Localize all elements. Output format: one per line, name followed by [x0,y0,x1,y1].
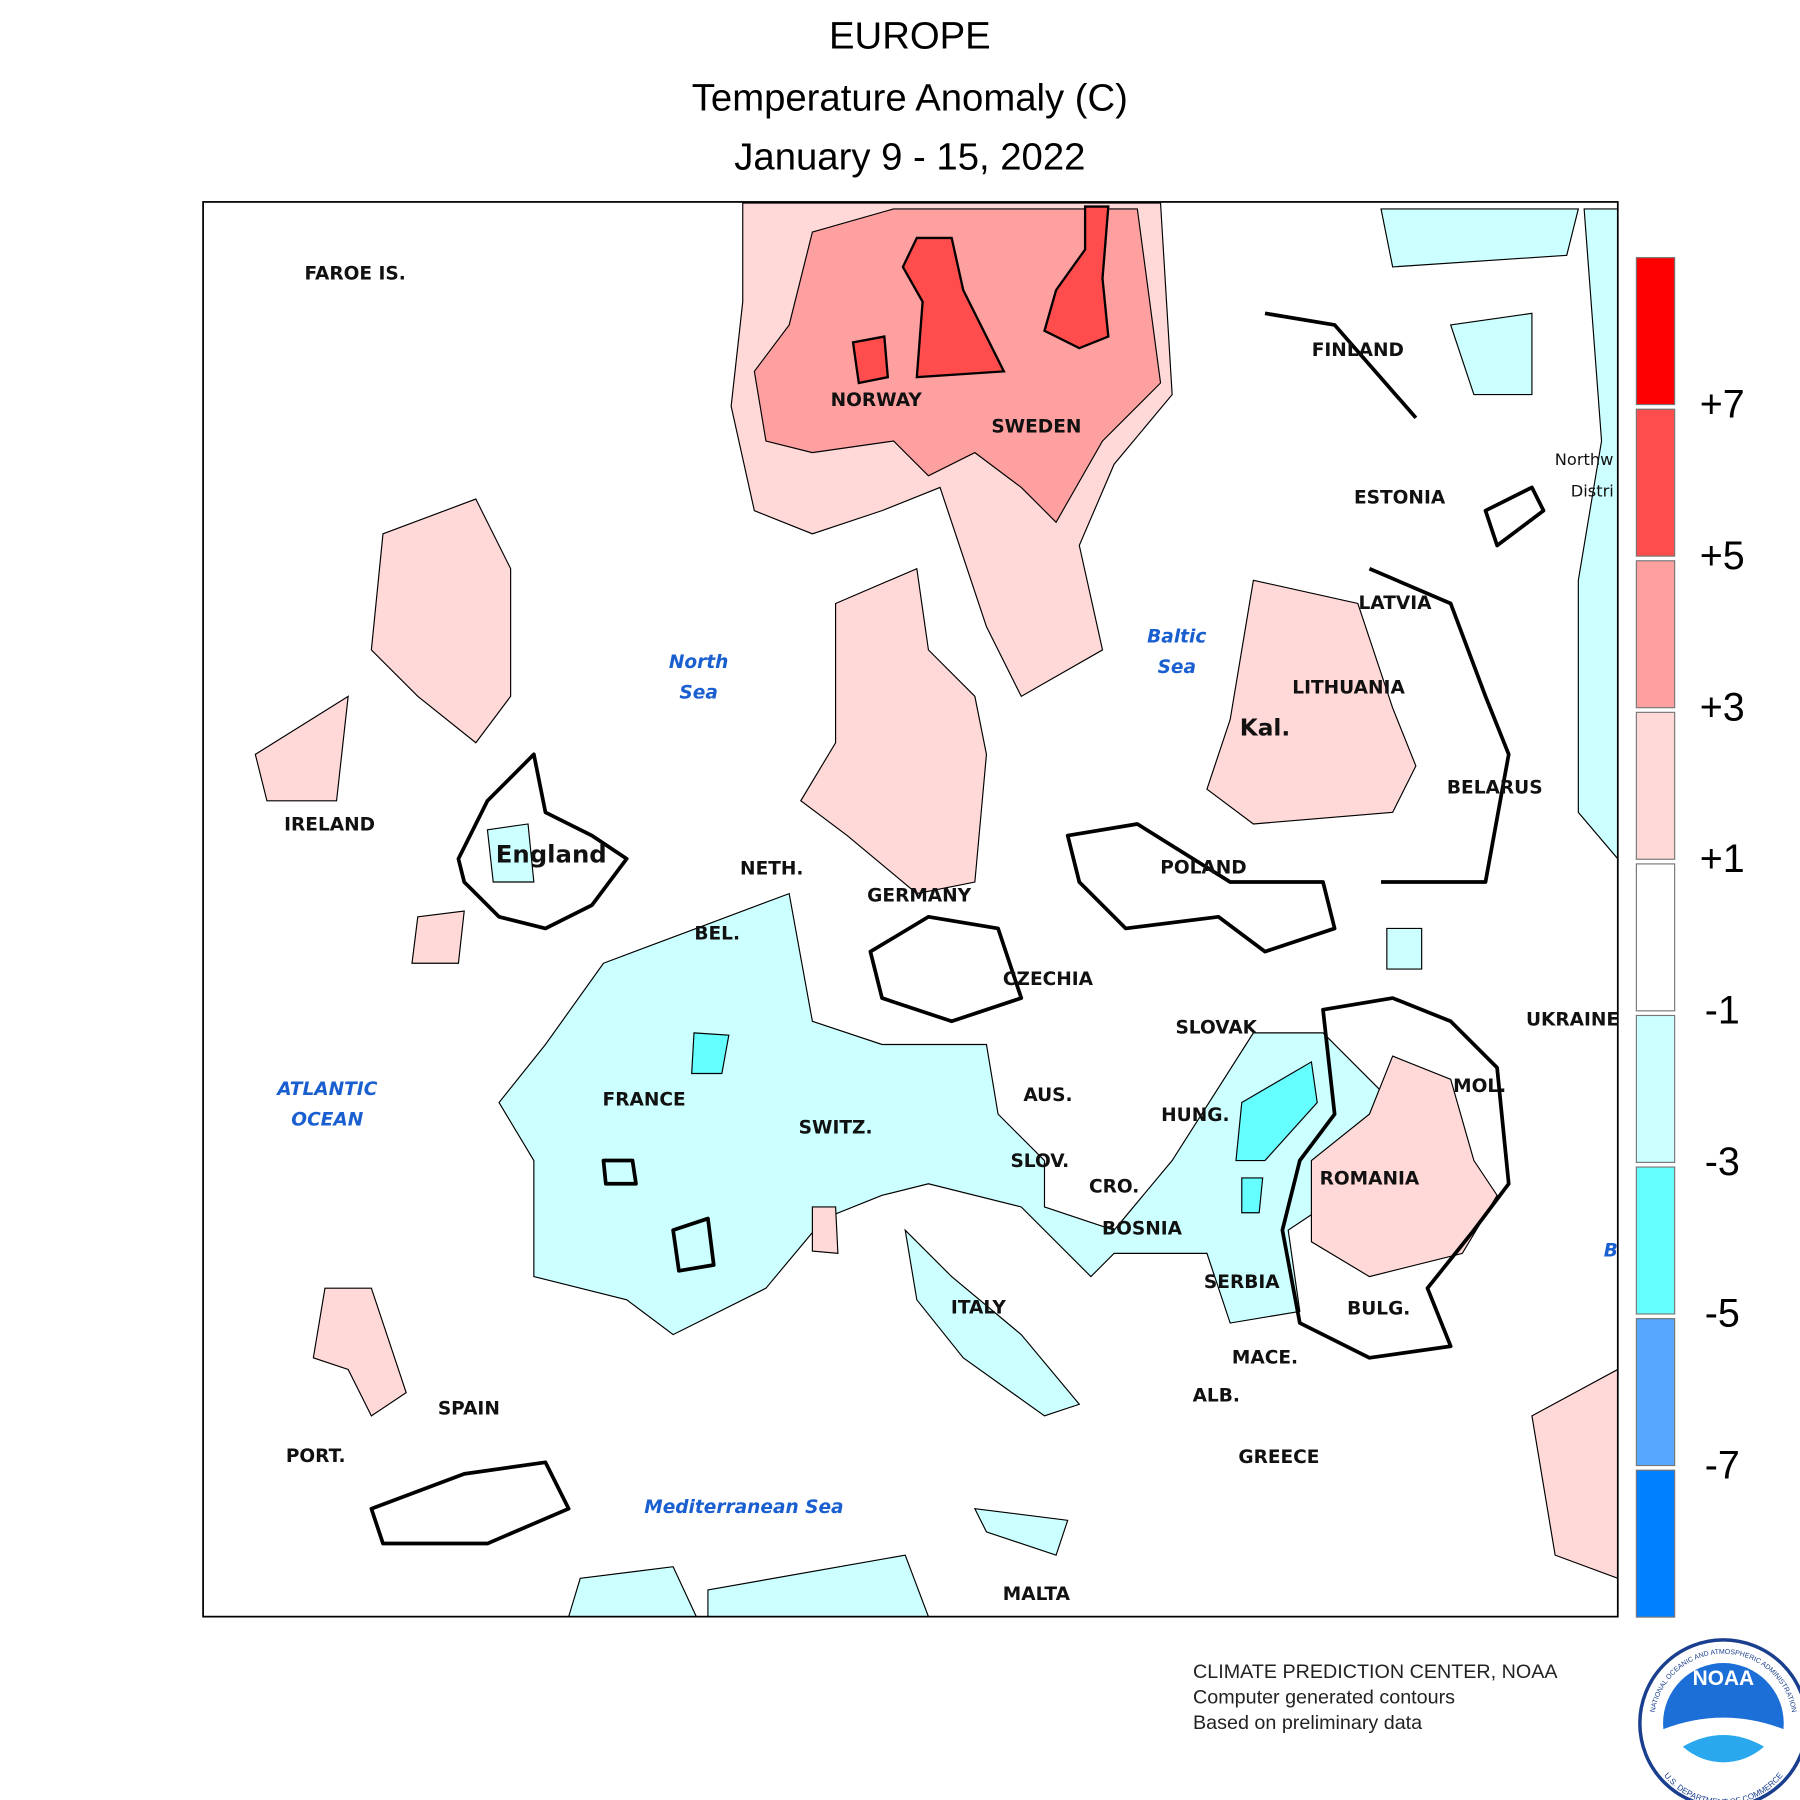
country-label: NETH. [740,859,803,880]
country-label: PORT. [286,1446,346,1467]
country-label: SWEDEN [991,417,1081,438]
sea-label: OCEAN [291,1109,363,1130]
country-label: HUNG. [1161,1105,1229,1126]
country-label: CRO. [1089,1177,1139,1198]
country-label: BOSNIA [1102,1219,1183,1240]
country-label: SPAIN [438,1398,500,1419]
sea-label: Baltic [1147,627,1206,648]
country-labels: FAROE IS. NORWAY SWEDEN FINLAND ESTONIA … [284,263,1619,1605]
sea-label: North [669,652,728,673]
country-label: Distri [1571,482,1614,501]
legend-swatch [1635,408,1676,557]
legend: +7 +5 +3 +1 -1 -3 -5 -7 [1635,257,1745,1618]
legend-tick-label: +5 [1700,534,1745,578]
country-label: ITALY [951,1297,1006,1318]
country-label: FAROE IS. [304,263,405,284]
legend-swatch [1635,1318,1676,1467]
legend-tick-label: +3 [1700,685,1745,729]
legend-swatch [1635,711,1676,860]
legend-tick-label: +1 [1700,837,1745,881]
title: EUROPE [829,15,991,58]
country-label: CZECHIA [1003,969,1094,990]
country-label: MOL. [1453,1076,1506,1097]
country-label: GREECE [1238,1447,1319,1468]
country-label: SLOVAK [1175,1018,1257,1039]
sea-label: Mediterranean Sea [644,1497,843,1518]
country-label: GERMANY [867,885,972,906]
country-label: AUS. [1023,1085,1072,1106]
map-frame [202,201,1619,1618]
footer-line: Computer generated contours [1193,1687,1455,1709]
country-label: BELARUS [1447,778,1543,799]
country-label: MACE. [1232,1347,1298,1368]
date: January 9 - 15, 2022 [734,135,1085,178]
cool-areas [486,208,1618,1617]
country-label: FRANCE [603,1090,686,1111]
country-label: ESTONIA [1354,487,1446,508]
legend-tick-label: -7 [1705,1443,1740,1487]
legend-swatch [1635,863,1676,1012]
legend-swatch [1635,1469,1676,1618]
legend-tick-label: +7 [1700,382,1745,426]
subtitle: Temperature Anomaly (C) [692,76,1128,119]
country-label: ROMANIA [1320,1169,1420,1190]
legend-swatch [1635,560,1676,709]
footer-line: CLIMATE PREDICTION CENTER, NOAA [1193,1661,1558,1683]
country-label: BULG. [1347,1299,1410,1320]
map [203,201,1618,1617]
warmest-areas [851,205,1110,385]
country-label: ALB. [1193,1386,1240,1407]
legend-swatch [1635,1014,1676,1163]
contours [369,311,1546,1546]
logo-text: NOAA [1693,1667,1754,1690]
country-label: SLOV. [1010,1151,1069,1172]
cold-areas [691,1032,1318,1214]
country-label: UKRAINE [1526,1010,1619,1031]
legend-tick-label: -1 [1705,989,1740,1033]
sea-labels: North Sea Baltic Sea ATLANTIC OCEAN Medi… [275,627,1618,1518]
legend-swatch [1635,1166,1676,1315]
country-label: BEL. [694,924,740,945]
country-label: England [496,839,607,868]
country-label: LITHUANIA [1292,678,1405,699]
sea-label: Sea [679,682,717,703]
country-label: LATVIA [1358,593,1432,614]
legend-tick-label: -5 [1705,1292,1740,1336]
country-label: Kal. [1240,714,1290,741]
country-label: IRELAND [284,815,375,836]
legend-swatch [1635,257,1676,406]
country-label: NORWAY [831,390,923,411]
legend-tick-label: -3 [1705,1140,1740,1184]
country-label: MALTA [1003,1584,1071,1605]
country-label: SWITZ. [799,1118,873,1139]
sea-label: ATLANTIC [275,1079,377,1100]
country-label: FINLAND [1312,340,1404,361]
sea-label: B [1604,1241,1618,1262]
country-label: Northw [1555,450,1614,469]
sea-label: Sea [1158,657,1196,678]
footer-line: Based on preliminary data [1193,1712,1422,1734]
country-label: POLAND [1160,858,1246,879]
country-label: SERBIA [1204,1272,1280,1293]
noaa-logo: NOAA NATIONAL OCEANIC AND ATMOSPHERIC AD… [1638,1638,1800,1800]
